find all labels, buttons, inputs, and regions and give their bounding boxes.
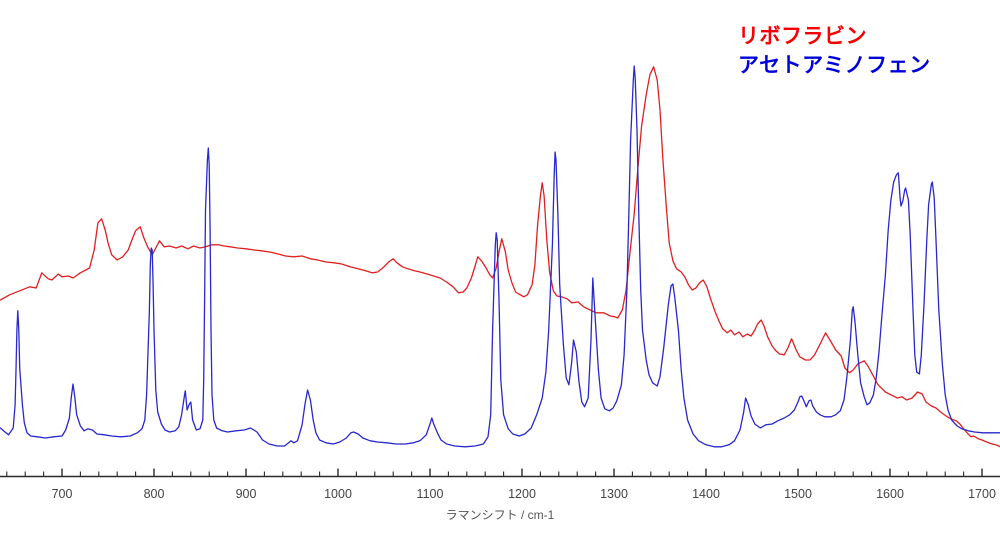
x-tick-label: 1300: [600, 487, 628, 501]
x-tick-label: 700: [52, 487, 73, 501]
x-tick-label: 1400: [692, 487, 720, 501]
x-tick-label: 1700: [968, 487, 996, 501]
x-tick-label: 1100: [417, 487, 444, 501]
series-line-acetaminophen: [0, 65, 1000, 448]
x-tick-label: 800: [144, 487, 165, 501]
x-tick-label: 1200: [508, 487, 536, 501]
x-axis-title: ラマンシフト / cm-1: [445, 508, 555, 522]
legend-item-acetaminophen: アセトアミノフェン: [738, 54, 931, 77]
series-line-riboflavin: [0, 66, 1000, 448]
legend-item-riboflavin: リボフラビン: [738, 25, 867, 48]
legend: リボフラビン アセトアミノフェン: [738, 22, 931, 80]
x-tick-label: 1500: [784, 487, 812, 501]
x-tick-label: 900: [236, 487, 257, 501]
x-tick-label: 1600: [876, 487, 904, 501]
x-tick-label: 1000: [324, 487, 352, 501]
